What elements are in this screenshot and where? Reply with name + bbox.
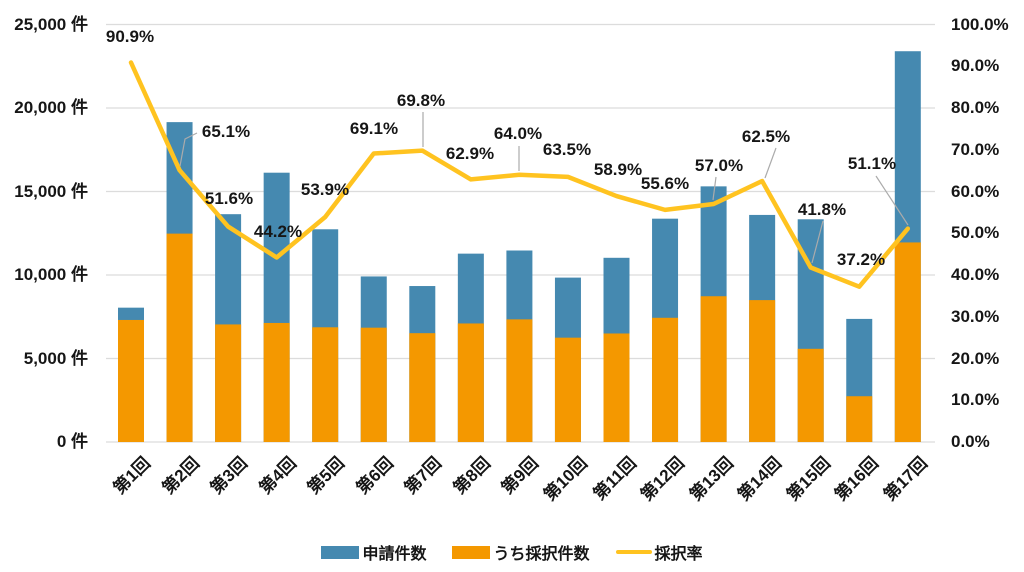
bar-adopted [312,327,339,442]
left-axis-tick: 5,000 件 [23,348,88,368]
bar-adopted [700,296,727,442]
right-axis-tick: 60.0% [951,181,1000,201]
legend-item: うち採択件数 [452,540,590,564]
right-axis-tick: 10.0% [951,390,1000,410]
left-axis-tick: 10,000 件 [14,265,88,284]
rate-line [128,60,911,289]
bar-adopted [457,323,484,442]
label-leader-line [179,132,198,167]
bar-adopted [506,319,533,442]
label-leader-line [764,147,777,179]
right-axis-tick: 90.0% [951,56,1000,76]
left-axis-tick: 25,000 件 [14,14,88,34]
bar-adopted [894,242,921,442]
rate-data-label: 62.9% [445,144,495,163]
rate-data-label: 69.1% [349,119,399,138]
right-axis-tick: 40.0% [951,265,1000,284]
bar-adopted [166,233,193,442]
bar-adopted [749,300,776,442]
rate-data-label: 69.8% [396,91,446,110]
rate-data-label: 58.9% [593,160,643,179]
rate-data-label: 41.8% [797,200,847,219]
bar-adopted [215,324,242,442]
rate-data-label: 63.5% [542,140,592,159]
bar-adopted [360,327,387,442]
legend-label: 申請件数 [362,546,427,563]
label-leader-line [712,176,717,201]
bar-adopted [554,337,581,442]
rate-data-label: 53.9% [300,180,350,199]
legend-rect-swatch-icon [321,545,360,559]
rate-data-label: 55.6% [640,174,690,193]
rate-data-label: 65.1% [201,122,251,141]
right-axis-tick: 0.0% [951,432,990,451]
bar-adopted [603,333,630,442]
bar-adopted [652,317,679,442]
bar-adopted [797,348,824,442]
bar-adopted [118,319,144,442]
legend-label: 採択率 [654,546,703,563]
right-axis-tick: 50.0% [951,223,1000,243]
rate-data-label: 51.6% [204,189,254,208]
rate-data-label: 37.2% [836,250,886,269]
right-axis-tick: 80.0% [951,98,1000,117]
bar-adopted [409,333,436,442]
legend-line-swatch-icon [615,550,652,554]
label-leader-line [811,220,824,264]
legend-item: 申請件数 [321,540,426,564]
rate-data-label: 62.5% [741,127,791,146]
rate-data-label: 44.2% [253,222,303,241]
legend: 申請件数 うち採択件数 採択率 [0,540,1024,564]
bar-adopted [263,322,290,442]
right-axis-tick: 100.0% [951,14,1009,34]
rate-data-label: 57.0% [694,156,744,175]
rate-data-label: 90.9% [105,27,155,46]
rate-data-label: 64.0% [493,124,543,143]
right-axis-tick: 30.0% [951,306,1000,326]
bar-adopted [846,396,873,442]
rate-data-label: 51.1% [847,154,897,173]
left-axis-tick: 20,000 件 [14,98,88,117]
right-axis-tick: 70.0% [951,139,1000,159]
label-leader-line [875,175,909,226]
legend-label: うち採択件数 [493,546,590,563]
legend-rect-swatch-icon [452,545,491,559]
left-axis-tick: 0 件 [56,432,88,451]
right-axis-tick: 20.0% [951,348,1000,368]
left-axis-tick: 15,000 件 [14,181,88,201]
legend-item: 採択率 [615,540,703,564]
